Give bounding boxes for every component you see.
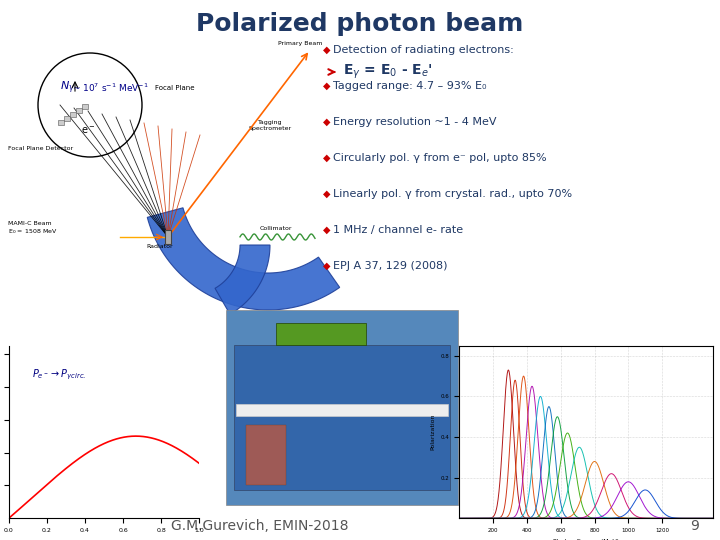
Text: E$_\gamma$ = E$_0$ - E$_e$': E$_\gamma$ = E$_0$ - E$_e$' <box>343 63 433 81</box>
Text: Energy resolution ~1 - 4 MeV: Energy resolution ~1 - 4 MeV <box>333 117 497 127</box>
Text: circular
polarization: circular polarization <box>117 416 199 444</box>
Text: ◆: ◆ <box>323 81 330 91</box>
Text: $P_{e^-} \rightarrow P_{\gamma circ.}$: $P_{e^-} \rightarrow P_{\gamma circ.}$ <box>32 367 86 381</box>
Text: Focal Plane: Focal Plane <box>156 85 194 91</box>
Text: Tagging
Spectrometer: Tagging Spectrometer <box>248 120 292 131</box>
Text: G.M.Gurevich, EMIN-2018: G.M.Gurevich, EMIN-2018 <box>171 519 348 533</box>
Bar <box>64 116 70 121</box>
Text: ◆: ◆ <box>323 153 330 163</box>
Y-axis label: Polarization: Polarization <box>431 414 436 450</box>
Text: ◆: ◆ <box>323 45 330 55</box>
Bar <box>226 310 458 505</box>
Text: Circularly pol. γ from e⁻ pol, upto 85%: Circularly pol. γ from e⁻ pol, upto 85% <box>333 153 546 163</box>
Bar <box>165 230 171 244</box>
Text: Tagged range: 4.7 – 93% E₀: Tagged range: 4.7 – 93% E₀ <box>333 81 487 91</box>
Text: ◆: ◆ <box>323 189 330 199</box>
Text: EPJ A 37, 129 (2008): EPJ A 37, 129 (2008) <box>333 261 448 271</box>
Text: Detection of radiating electrons:: Detection of radiating electrons: <box>333 45 514 55</box>
Text: 9: 9 <box>690 519 699 533</box>
Text: Polarized photon beam: Polarized photon beam <box>197 12 523 36</box>
Text: ◆: ◆ <box>323 261 330 271</box>
Text: Radiator: Radiator <box>147 244 174 249</box>
Text: ~ 10$^7$ s$^{-1}$ MeV$^{-1}$: ~ 10$^7$ s$^{-1}$ MeV$^{-1}$ <box>72 82 148 94</box>
Bar <box>58 120 64 125</box>
Text: $N_\gamma$: $N_\gamma$ <box>60 80 76 96</box>
Bar <box>276 323 366 345</box>
Text: E$_0$ = 1508 MeV: E$_0$ = 1508 MeV <box>8 227 58 236</box>
Bar <box>246 425 286 485</box>
Bar <box>236 404 448 416</box>
Bar <box>76 108 82 113</box>
Text: e$^-$: e$^-$ <box>81 125 95 136</box>
Text: Collimator: Collimator <box>260 226 292 231</box>
Text: Linearly pol. γ from crystal. rad., upto 70%: Linearly pol. γ from crystal. rad., upto… <box>333 189 572 199</box>
Text: 1 MHz / channel e- rate: 1 MHz / channel e- rate <box>333 225 463 235</box>
Polygon shape <box>215 245 270 314</box>
Text: ◆: ◆ <box>323 225 330 235</box>
Text: Primary Beam: Primary Beam <box>278 41 322 46</box>
Bar <box>234 345 450 490</box>
Text: Focal Plane Detector: Focal Plane Detector <box>8 146 73 151</box>
Bar <box>82 104 88 109</box>
X-axis label: $E_\gamma/E_{e^-}$: $E_\gamma/E_{e^-}$ <box>91 539 117 540</box>
X-axis label: Photon Energy (MeV): Photon Energy (MeV) <box>553 539 619 540</box>
Text: linear
polarization: linear polarization <box>616 396 700 424</box>
Bar <box>70 112 76 117</box>
Polygon shape <box>148 208 340 310</box>
Text: MAMI-C Beam: MAMI-C Beam <box>8 221 52 226</box>
Text: ◆: ◆ <box>323 117 330 127</box>
